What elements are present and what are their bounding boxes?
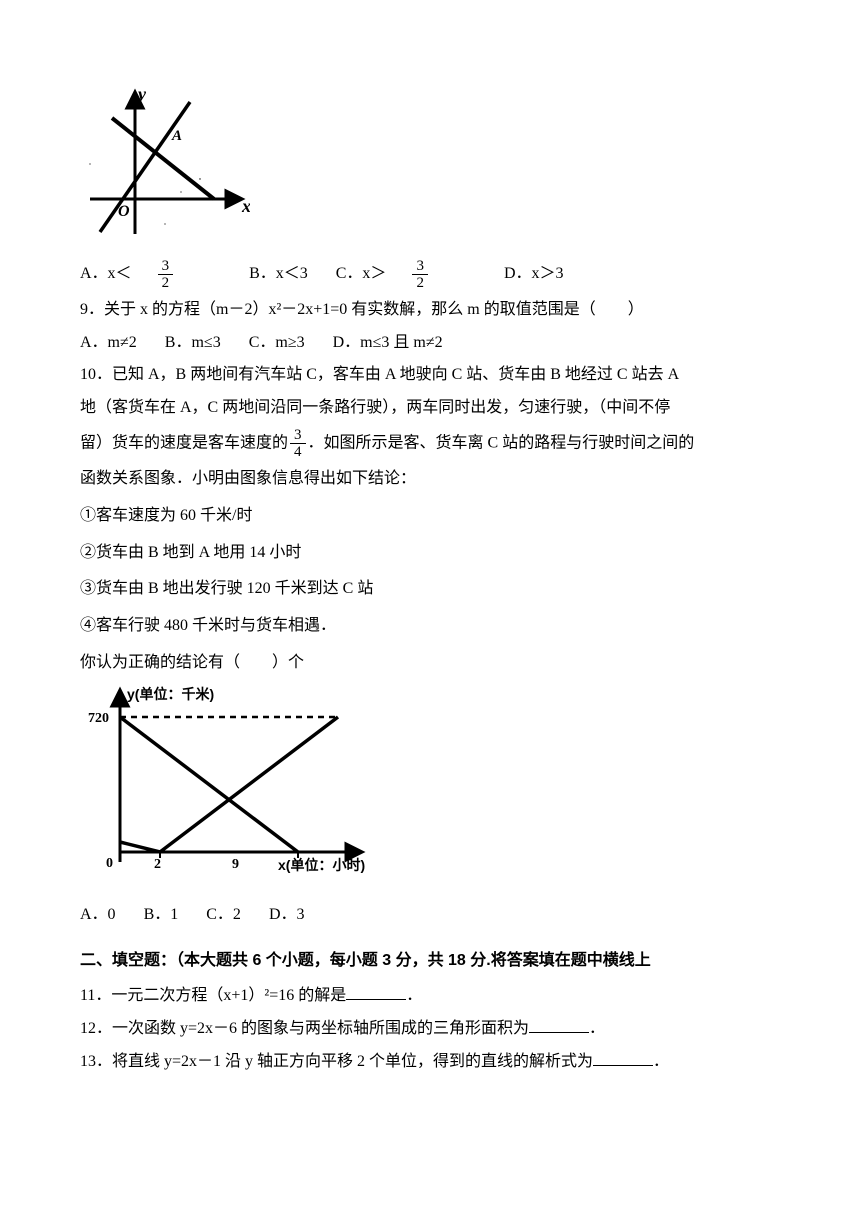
svg-text:O: O (118, 203, 130, 220)
q10-line2a: 留）货车的速度是客车速度的 (80, 435, 288, 452)
q10-statement-2: ②货车由 B 地到 A 地用 14 小时 (80, 539, 780, 568)
q8-choice-b: B．x＜3 (249, 265, 308, 282)
q9-choices: A．m≠2 B．m≤3 C．m≥3 D．m≤3 且 m≠2 (80, 329, 780, 358)
q13-stem: 13．将直线 y=2x－1 沿 y 轴正方向平移 2 个单位，得到的直线的解析式… (80, 1053, 593, 1070)
svg-text:0: 0 (106, 856, 113, 871)
q10-choice-d: D．3 (269, 906, 305, 923)
svg-text:9: 9 (232, 857, 239, 872)
q10-ask: 你认为正确的结论有（ ）个 (80, 649, 780, 678)
q8-figure: y x O A (80, 84, 780, 250)
graph-two-lines: y x O A (80, 84, 250, 239)
q8-choice-a: A．x＜32 (80, 265, 221, 282)
q9-choice-a: A．m≠2 (80, 334, 137, 351)
q8-choices: A．x＜32 B．x＜3 C．x＞32 D．x＞3 (80, 258, 780, 292)
q13: 13．将直线 y=2x－1 沿 y 轴正方向平移 2 个单位，得到的直线的解析式… (80, 1048, 780, 1077)
q10-choices: A．0 B．1 C．2 D．3 (80, 901, 780, 930)
q10-statement-4: ④客车行驶 480 千米时与货车相遇． (80, 612, 780, 641)
svg-text:y: y (136, 84, 147, 104)
q10-line3: 函数关系图象．小明由图象信息得出如下结论： (80, 465, 780, 494)
distance-time-graph: y(单位：千米) 720 0 2 9 x(单位：小时) (80, 682, 380, 882)
q11-end: ． (406, 987, 422, 1004)
q8-choice-c: C．x＞32 (336, 265, 476, 282)
q12-blank (529, 1017, 589, 1033)
q9-stem: 9．关于 x 的方程（m－2）x²－2x+1=0 有实数解，那么 m 的取值范围… (80, 296, 780, 325)
q10-line1a: 10．已知 A，B 两地间有汽车站 C，客车由 A 地驶向 C 站、货车由 B … (80, 361, 780, 390)
q10-figure: y(单位：千米) 720 0 2 9 x(单位：小时) (80, 682, 780, 893)
q12-end: ． (589, 1020, 605, 1037)
svg-text:2: 2 (154, 857, 161, 872)
q8-choice-d: D．x＞3 (504, 265, 564, 282)
q13-end: ． (653, 1053, 669, 1070)
q11-blank (346, 984, 406, 1000)
q10-statement-1: ①客车速度为 60 千米/时 (80, 502, 780, 531)
q10-choice-b: B．1 (144, 906, 179, 923)
section-2-title: 二、填空题：（本大题共 6 个小题，每小题 3 分，共 18 分.将答案填在题中… (80, 947, 780, 976)
svg-text:y(单位：千米): y(单位：千米) (127, 686, 214, 702)
svg-text:A: A (171, 128, 182, 144)
svg-text:x(单位：小时): x(单位：小时) (278, 857, 365, 873)
q13-blank (593, 1050, 653, 1066)
q11: 11．一元二次方程（x+1）²=16 的解是 ． (80, 982, 780, 1011)
q11-stem: 11．一元二次方程（x+1）²=16 的解是 (80, 987, 346, 1004)
q9-choice-d: D．m≤3 且 m≠2 (333, 334, 443, 351)
q10-choice-a: A．0 (80, 906, 116, 923)
q10-line1b: 地（客货车在 A，C 两地间沿同一条路行驶），两车同时出发，匀速行驶，（中间不停 (80, 394, 780, 423)
q9-choice-b: B．m≤3 (165, 334, 221, 351)
q12: 12．一次函数 y=2x－6 的图象与两坐标轴所围成的三角形面积为 ． (80, 1015, 780, 1044)
q10-choice-c: C．2 (206, 906, 241, 923)
q9-choice-c: C．m≥3 (249, 334, 305, 351)
q12-stem: 12．一次函数 y=2x－6 的图象与两坐标轴所围成的三角形面积为 (80, 1020, 529, 1037)
q10-line2b: ．如图所示是客、货车离 C 站的路程与行驶时间之间的 (308, 435, 695, 452)
svg-text:x: x (241, 196, 250, 216)
q10-line2: 留）货车的速度是客车速度的34．如图所示是客、货车离 C 站的路程与行驶时间之间… (80, 427, 780, 461)
q10-statement-3: ③货车由 B 地出发行驶 120 千米到达 C 站 (80, 575, 780, 604)
svg-text:720: 720 (88, 711, 109, 726)
